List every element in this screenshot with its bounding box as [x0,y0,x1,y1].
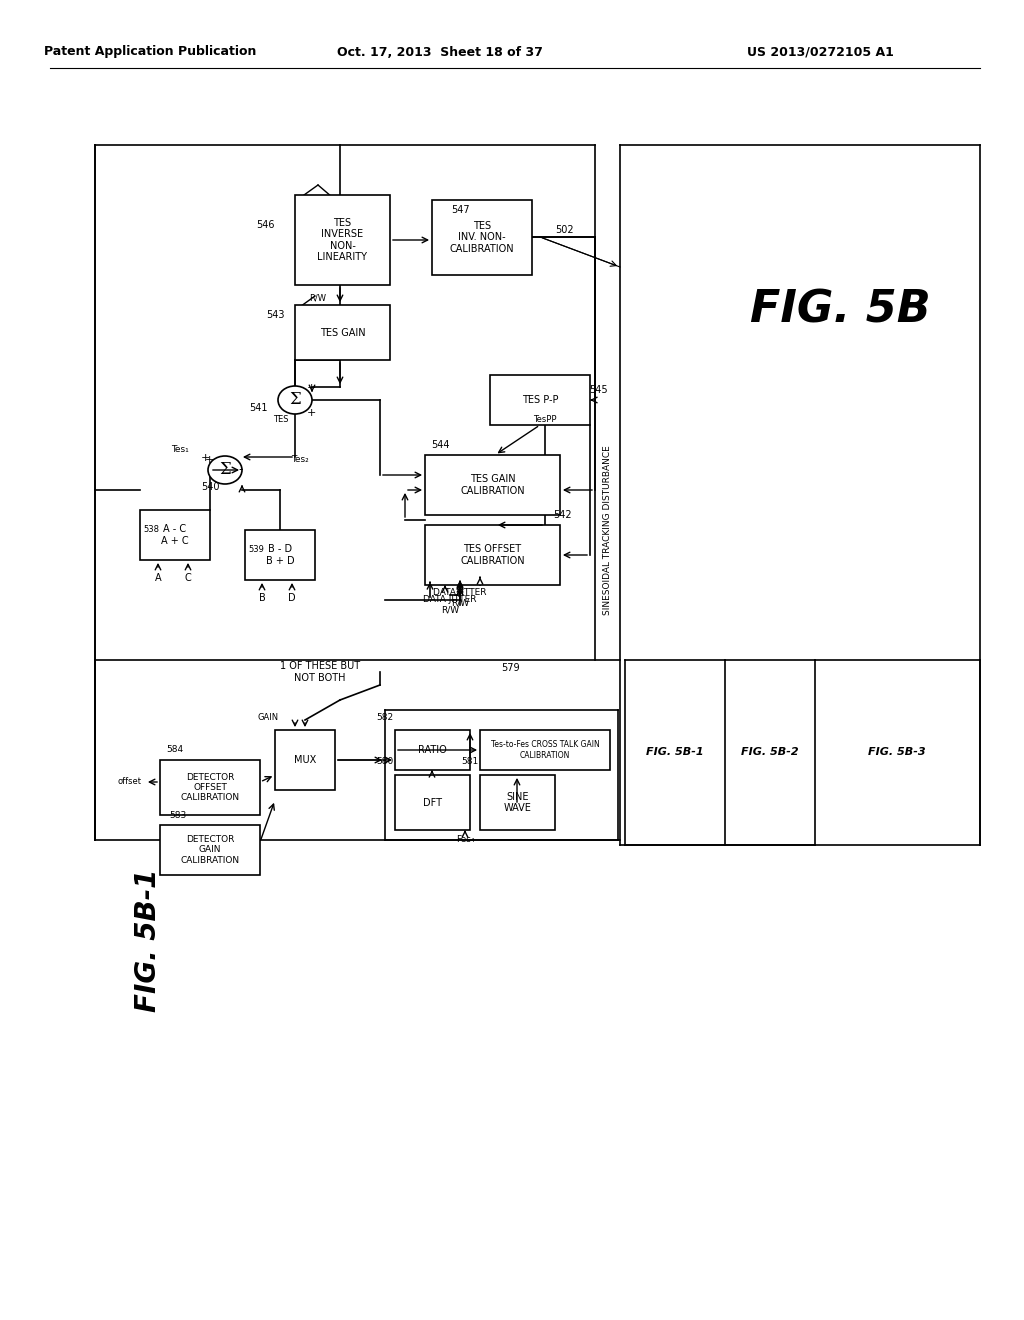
Bar [490,375,590,425]
Text: 541: 541 [249,403,267,413]
Text: TES GAIN: TES GAIN [319,327,366,338]
Bar [425,455,560,515]
Text: MUX: MUX [294,755,316,766]
Text: R/W: R/W [309,293,327,302]
Text: Tes₂: Tes₂ [291,455,309,465]
Text: FIG. 5B: FIG. 5B [750,289,931,331]
Text: B: B [259,593,265,603]
Text: DFT: DFT [423,797,442,808]
Text: US 2013/0272105 A1: US 2013/0272105 A1 [746,45,893,58]
Text: 543: 543 [266,310,285,319]
Bar [480,775,555,830]
Text: 542: 542 [554,510,572,520]
Text: DATA JITTER
R/W: DATA JITTER R/W [433,589,486,607]
Text: 544: 544 [431,440,450,450]
Text: TesPP: TesPP [534,416,557,425]
Text: SINESOIDAL TRACKING DISTURBANCE: SINESOIDAL TRACKING DISTURBANCE [603,445,612,615]
Text: FIG. 5B-3: FIG. 5B-3 [868,747,926,756]
Text: TES
INVERSE
NON-
LINEARITY: TES INVERSE NON- LINEARITY [317,218,368,263]
Text: A: A [155,573,162,583]
Text: +: + [306,408,315,418]
Text: Oct. 17, 2013  Sheet 18 of 37: Oct. 17, 2013 Sheet 18 of 37 [337,45,543,58]
Text: Σ: Σ [219,462,230,479]
Text: B - D
B + D: B - D B + D [265,544,294,566]
Bar [480,730,610,770]
Text: TES OFFSET
CALIBRATION: TES OFFSET CALIBRATION [460,544,525,566]
Text: D: D [288,593,296,603]
Text: 580: 580 [377,758,393,767]
Text: +: + [306,383,315,393]
Text: FIG. 5B-2: FIG. 5B-2 [741,747,799,756]
Text: Patent Application Publication: Patent Application Publication [44,45,256,58]
Bar [160,825,260,875]
Ellipse shape [208,455,242,484]
Text: 502: 502 [556,224,574,235]
Text: A - C
A + C: A - C A + C [161,524,188,545]
Text: +: + [205,455,214,465]
Text: TES GAIN
CALIBRATION: TES GAIN CALIBRATION [460,474,525,496]
Text: 582: 582 [377,714,393,722]
Ellipse shape [278,385,312,414]
Text: 1 OF THESE BUT
NOT BOTH: 1 OF THESE BUT NOT BOTH [280,661,360,682]
Text: Σ: Σ [289,392,301,408]
Text: 538: 538 [143,525,159,535]
Bar [432,201,532,275]
Text: 581: 581 [462,758,478,767]
Text: 546: 546 [256,220,274,230]
Bar [295,195,390,285]
Text: TES: TES [273,416,289,425]
Text: Tes₁: Tes₁ [171,446,188,454]
Text: RATIO: RATIO [418,744,446,755]
Text: 583: 583 [169,810,186,820]
Text: -: - [239,463,244,477]
Text: SINE
WAVE: SINE WAVE [504,792,531,813]
Text: C: C [184,573,191,583]
Text: Fes₄: Fes₄ [456,836,474,845]
Bar [160,760,260,814]
Text: FIG. 5B-1: FIG. 5B-1 [646,747,703,756]
Bar [245,531,315,579]
Text: +: + [201,453,210,463]
Bar [395,775,470,830]
Text: TES P-P: TES P-P [522,395,558,405]
Text: FIG. 5B-1: FIG. 5B-1 [134,869,162,1011]
Text: DETECTOR
GAIN
CALIBRATION: DETECTOR GAIN CALIBRATION [180,836,240,865]
Bar [425,525,560,585]
Text: 545: 545 [589,385,607,395]
Text: offset: offset [118,777,142,787]
Text: 540: 540 [201,482,219,492]
Text: Tes-to-Fes CROSS TALK GAIN
CALIBRATION: Tes-to-Fes CROSS TALK GAIN CALIBRATION [490,741,599,760]
Text: 579: 579 [501,663,519,673]
Text: GAIN: GAIN [257,714,279,722]
Text: DETECTOR
OFFSET
CALIBRATION: DETECTOR OFFSET CALIBRATION [180,772,240,803]
Text: DATA JITTER
R/W: DATA JITTER R/W [423,595,477,615]
Text: 539: 539 [248,545,264,554]
Bar [295,305,390,360]
Bar [140,510,210,560]
Bar [275,730,335,789]
Text: TES
INV. NON-
CALIBRATION: TES INV. NON- CALIBRATION [450,220,514,253]
Bar [395,730,470,770]
Text: 547: 547 [451,205,469,215]
Text: 584: 584 [167,746,183,755]
